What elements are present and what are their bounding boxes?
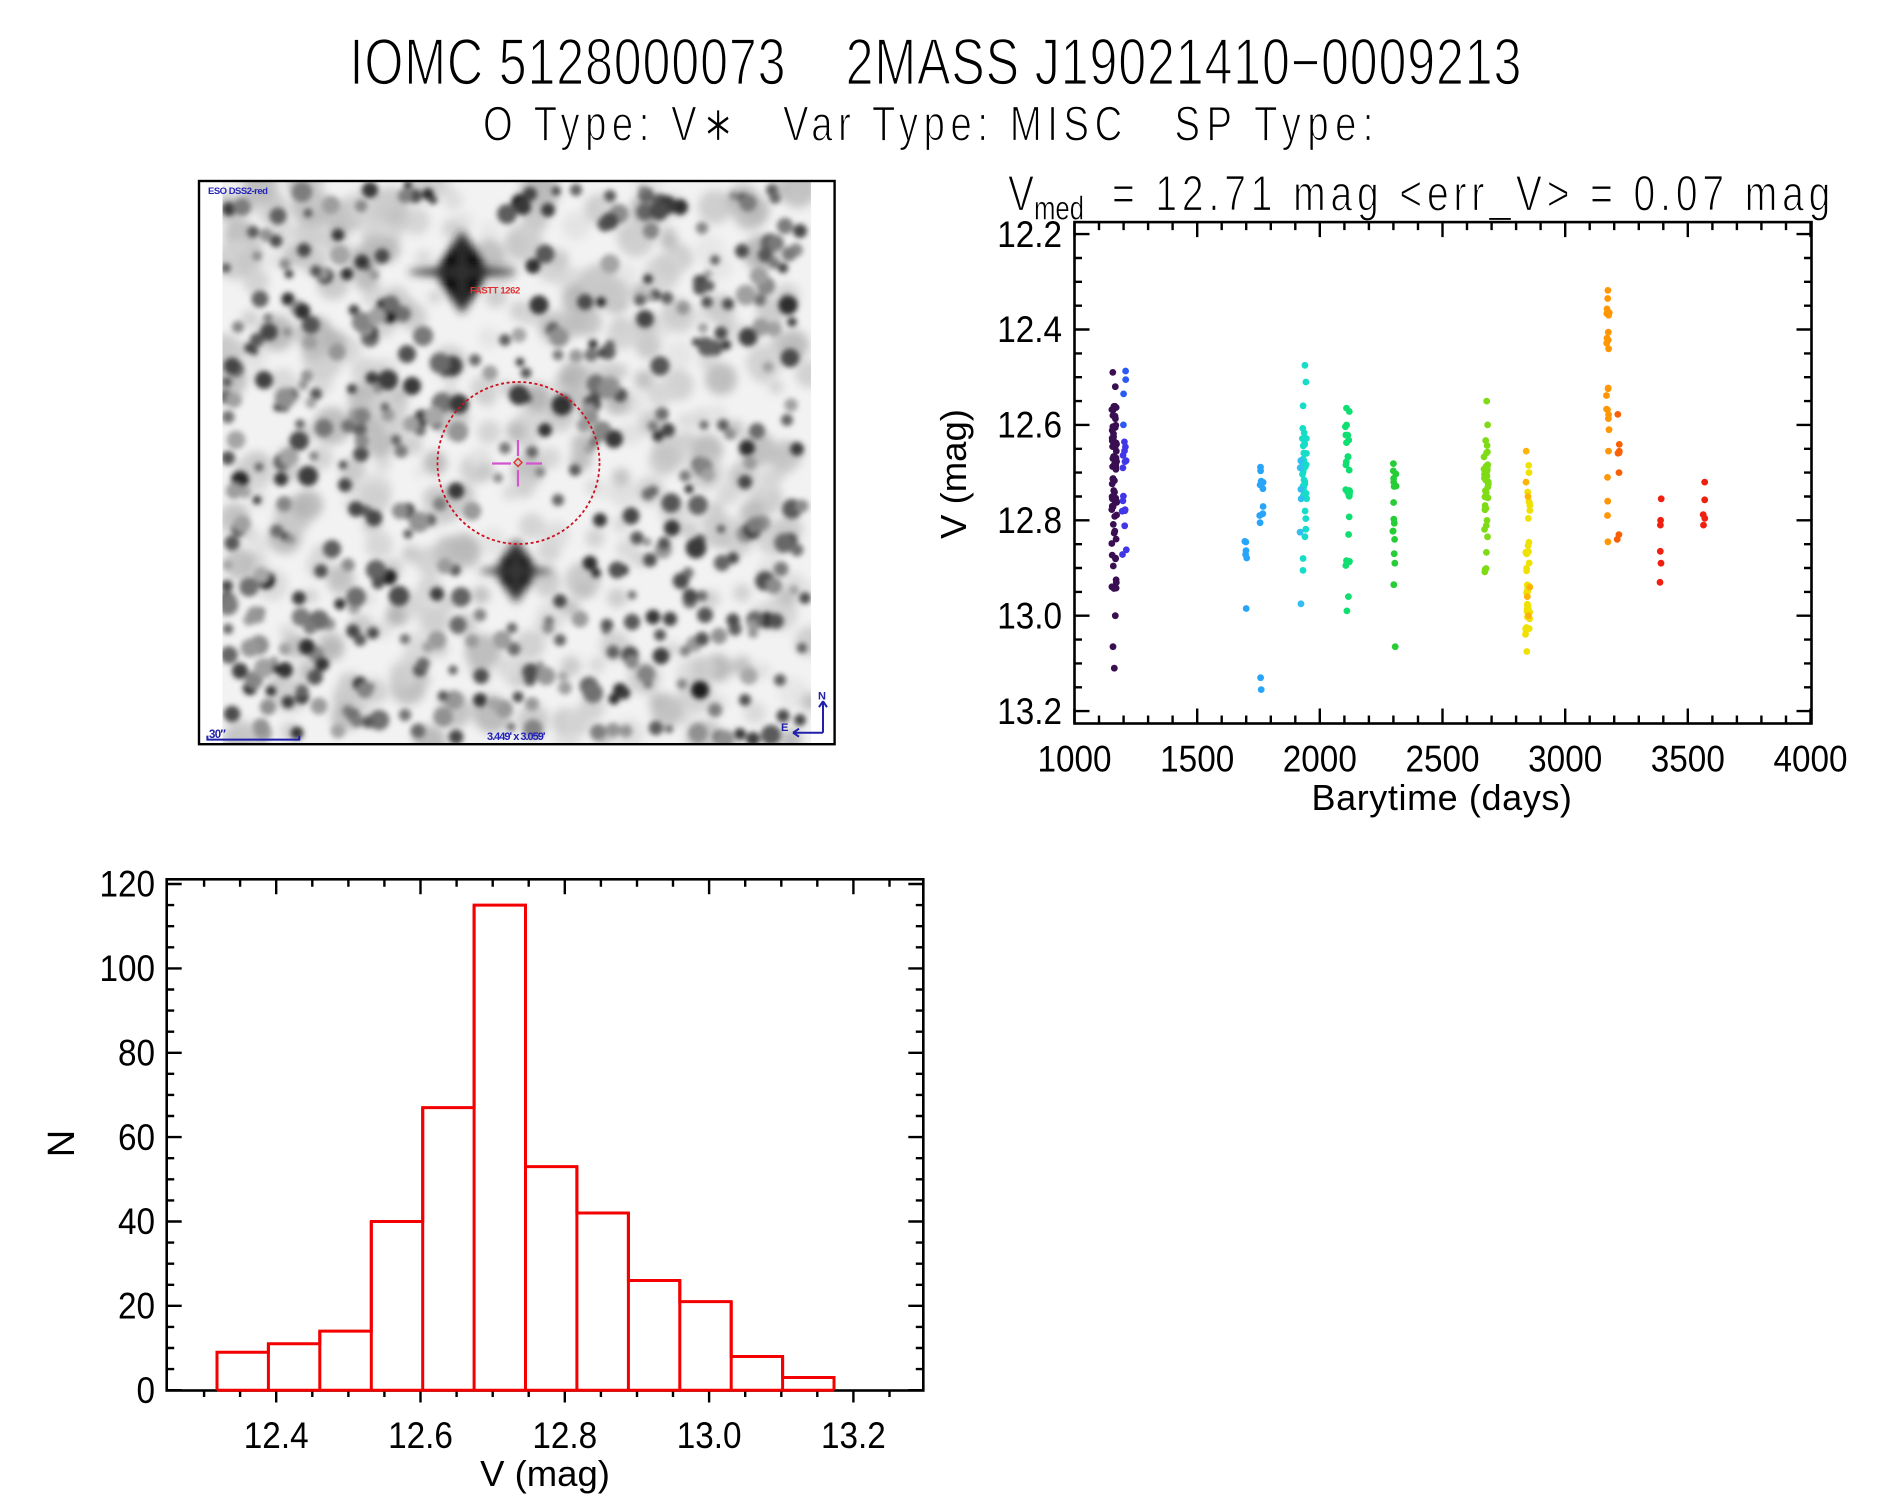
svg-text:2500: 2500 [1405, 739, 1479, 780]
svg-text:13.2: 13.2 [997, 691, 1062, 732]
svg-text:V (mag): V (mag) [480, 1453, 610, 1494]
svg-text:20: 20 [118, 1286, 155, 1327]
svg-text:13.0: 13.0 [997, 596, 1062, 637]
svg-text:ESO DSS2-red: ESO DSS2-red [208, 186, 268, 197]
svg-text:12.2: 12.2 [997, 214, 1062, 255]
svg-text:IOMC 5128000073 2MASS J1902: IOMC 5128000073 2MASS J19021410−0009213 [350, 26, 1522, 99]
svg-text:12.4: 12.4 [244, 1415, 309, 1456]
svg-text:V (mag): V (mag) [933, 409, 974, 539]
svg-text:3.449ʹ x 3.059ʹ: 3.449ʹ x 3.059ʹ [487, 731, 546, 743]
svg-text:3500: 3500 [1651, 739, 1725, 780]
svg-text:12.6: 12.6 [388, 1415, 453, 1456]
svg-text:100: 100 [99, 949, 155, 990]
svg-text:13.0: 13.0 [677, 1415, 742, 1456]
svg-text:12.6: 12.6 [997, 405, 1062, 446]
svg-text:12.8: 12.8 [997, 500, 1062, 541]
svg-text:120: 120 [99, 864, 155, 905]
svg-text:3000: 3000 [1528, 739, 1602, 780]
svg-text:FASTT 1262: FASTT 1262 [470, 286, 520, 297]
svg-text:60: 60 [118, 1117, 155, 1158]
svg-text:2000: 2000 [1283, 739, 1357, 780]
svg-text:12.8: 12.8 [532, 1415, 597, 1456]
svg-text:30″: 30″ [209, 729, 226, 741]
svg-text:= 12.71 mag <err_V> = 0.07 ma: = 12.71 mag <err_V> = 0.07 mag [1112, 165, 1830, 222]
svg-text:SP Type:: SP Type: [1175, 97, 1374, 152]
svg-text:Barytime (days): Barytime (days) [1311, 777, 1572, 818]
svg-text:N: N [818, 691, 826, 703]
svg-text:40: 40 [118, 1202, 155, 1243]
svg-text:0: 0 [136, 1370, 155, 1411]
svg-text:1500: 1500 [1160, 739, 1234, 780]
svg-text:80: 80 [118, 1033, 155, 1074]
svg-text:Var Type: MISC: Var Type: MISC [783, 97, 1122, 152]
svg-text:E: E [781, 722, 788, 734]
svg-text:13.2: 13.2 [821, 1415, 886, 1456]
svg-text:4000: 4000 [1773, 739, 1847, 780]
svg-text:N: N [41, 1130, 83, 1157]
svg-text:12.4: 12.4 [997, 310, 1062, 351]
svg-text:1000: 1000 [1037, 739, 1111, 780]
